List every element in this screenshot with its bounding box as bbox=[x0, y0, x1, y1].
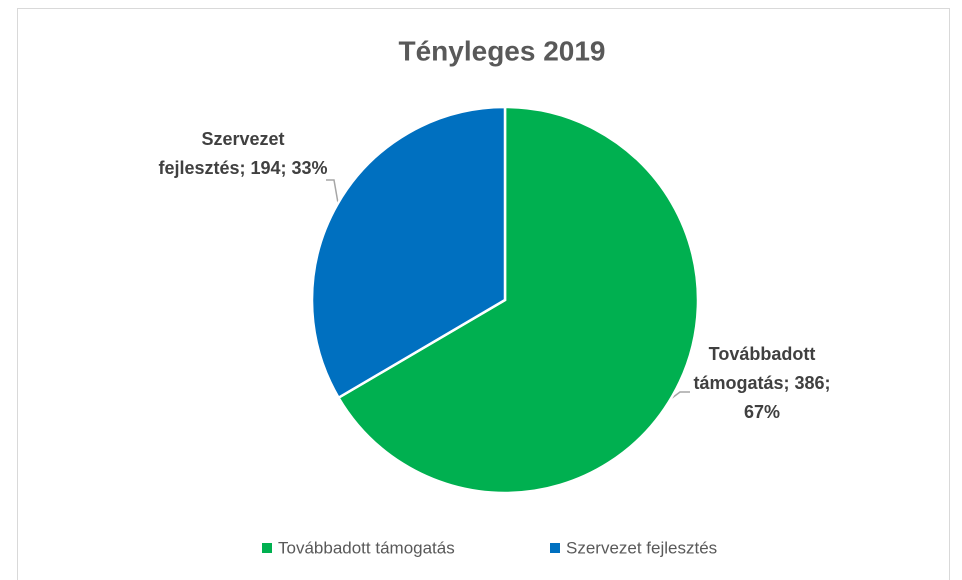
chart-title: Tényleges 2019 bbox=[398, 35, 605, 66]
leader-line bbox=[326, 179, 339, 204]
pie-slice bbox=[310, 105, 507, 400]
legend-label: Szervezet fejlesztés bbox=[566, 538, 717, 557]
pie-slice bbox=[336, 105, 700, 495]
legend-swatch bbox=[262, 543, 272, 553]
data-label: Továbbadott támogatás; 386; 67% bbox=[693, 344, 831, 422]
legend-swatch bbox=[550, 543, 560, 553]
data-label: Szervezet fejlesztés; 194; 33% bbox=[158, 129, 328, 178]
legend-label: Továbbadott támogatás bbox=[278, 538, 455, 557]
leader-line bbox=[671, 391, 690, 399]
